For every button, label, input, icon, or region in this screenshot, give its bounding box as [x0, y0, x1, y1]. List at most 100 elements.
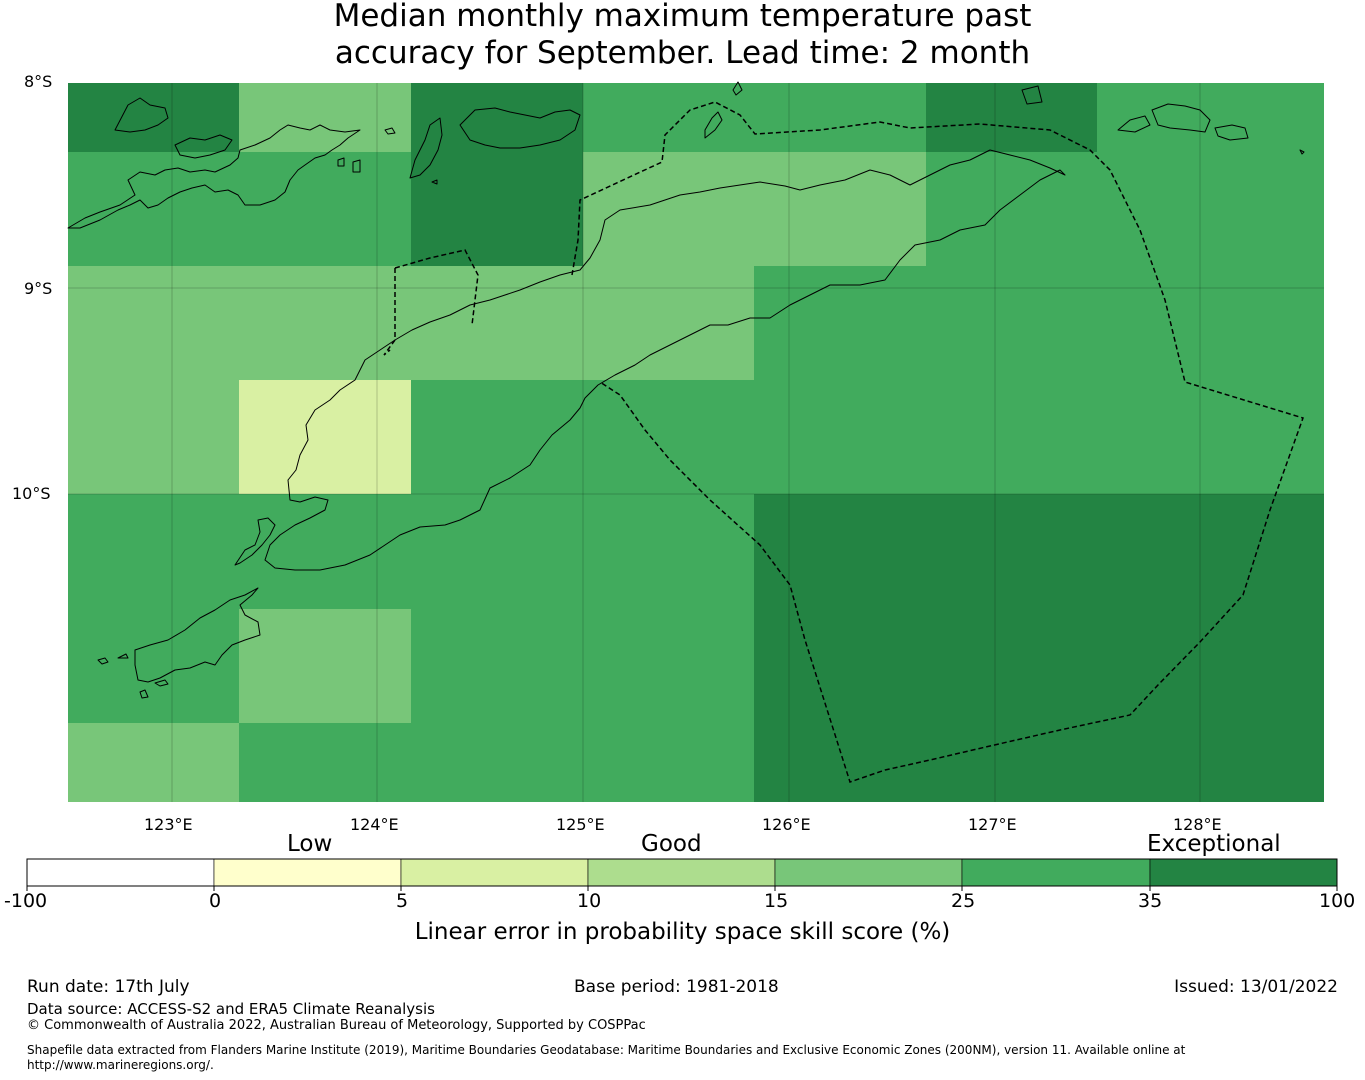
tick-label: -100: [4, 890, 48, 912]
category-low: Low: [287, 831, 333, 857]
grid-cell: [411, 494, 583, 609]
lon-label-124e: 124°E: [350, 815, 399, 834]
title-line-2: accuracy for September. Lead time: 2 mon…: [334, 35, 1031, 71]
grid-cell: [926, 152, 1097, 266]
lat-label-8s: 8°S: [24, 72, 53, 91]
data-source: Data source: ACCESS-S2 and ERA5 Climate …: [27, 1000, 435, 1018]
maritime-boundaries: [383, 101, 1304, 783]
grid-cell: [754, 266, 926, 380]
grid-cell: [239, 152, 411, 266]
grid-cell: [411, 723, 583, 802]
grid-cell: [68, 152, 239, 266]
grid-cell: [1097, 723, 1324, 802]
grid-cell: [411, 152, 583, 266]
grid-cell: [68, 83, 239, 152]
grid-cell: [754, 83, 926, 152]
grid-cell: [926, 494, 1097, 609]
title-line-1: Median monthly maximum temperature past: [333, 0, 1032, 34]
grid-cell: [754, 380, 926, 494]
grid-cell: [754, 723, 926, 802]
lon-label-127e: 127°E: [968, 815, 1017, 834]
tick-label: 25: [951, 890, 976, 912]
grid-cell: [583, 380, 754, 494]
grid-cell: [1097, 83, 1324, 152]
run-date: Run date: 17th July: [27, 977, 190, 997]
chart-title: Median monthly maximum temperature past …: [0, 0, 1365, 72]
grid-cell: [1097, 152, 1324, 266]
grid-cell: [68, 609, 239, 723]
lat-label-10s: 10°S: [12, 484, 51, 503]
grid-cell: [1097, 380, 1324, 494]
grid-cell: [926, 723, 1097, 802]
grid-cell: [68, 380, 239, 494]
grid-cell: [583, 266, 754, 380]
colorbar-swatch: [400, 858, 589, 887]
tick-label: 100: [1319, 890, 1356, 912]
grid-cell: [583, 723, 754, 802]
grid-cell: [411, 609, 583, 723]
colorbar-title: Linear error in probability space skill …: [414, 919, 951, 945]
tick-label: 0: [209, 890, 222, 912]
shapefile-credit-line-2: http://www.marineregions.org/.: [27, 1058, 214, 1072]
colorbar-swatch: [26, 858, 215, 887]
coastline-flores: [67, 124, 361, 229]
grid-cell: [68, 266, 239, 380]
grid-cell: [1097, 494, 1324, 609]
grid-cell: [754, 609, 926, 723]
grid-cell: [754, 494, 926, 609]
coastline-roti: [234, 517, 276, 566]
grid-cell: [1097, 266, 1324, 380]
tick-label: 10: [577, 890, 602, 912]
tick-label: 35: [1138, 890, 1163, 912]
grid-cell: [411, 380, 583, 494]
category-exceptional: Exceptional: [1147, 831, 1281, 857]
grid-cell: [926, 609, 1097, 723]
grid-cell: [411, 83, 583, 152]
coastline-timor: [264, 149, 1066, 571]
grid-cell: [239, 380, 411, 494]
skill-grid: [68, 83, 1324, 802]
eez-north: [571, 101, 1304, 783]
base-period: Base period: 1981-2018: [574, 977, 779, 997]
tick-label: 15: [764, 890, 789, 912]
grid-cell: [583, 609, 754, 723]
grid-cell: [926, 83, 1097, 152]
tick-label: 5: [396, 890, 409, 912]
colorbar-swatch: [1149, 858, 1338, 887]
grid-cell: [583, 83, 754, 152]
coastlines: [67, 81, 1305, 699]
shapefile-credit-line-1: Shapefile data extracted from Flanders M…: [27, 1043, 1186, 1057]
grid-cell: [411, 266, 583, 380]
grid-cell: [1097, 609, 1324, 723]
grid-cell: [926, 380, 1097, 494]
colorbar-border: [26, 858, 1338, 887]
grid-cell: [68, 723, 239, 802]
grid-cell: [583, 152, 754, 266]
lon-label-125e: 125°E: [556, 815, 605, 834]
lon-label-128e: 128°E: [1173, 815, 1222, 834]
issued-date: Issued: 13/01/2022: [1174, 977, 1338, 997]
coastline-sumba: [134, 587, 261, 683]
eez-oecusse: [383, 268, 396, 356]
grid-cell: [926, 266, 1097, 380]
colorbar: [26, 858, 1338, 891]
copyright: © Commonwealth of Australia 2022, Austra…: [27, 1018, 646, 1033]
grid-cell: [754, 152, 926, 266]
grid-cell: [239, 609, 411, 723]
grid-cell: [583, 494, 754, 609]
graticule: [68, 83, 1324, 802]
colorbar-swatch: [587, 858, 776, 887]
lon-label-126e: 126°E: [762, 815, 811, 834]
colorbar-swatch: [213, 858, 402, 887]
colorbar-swatch: [774, 858, 963, 887]
lat-label-9s: 9°S: [24, 279, 53, 298]
grid-cell: [239, 266, 411, 380]
category-good: Good: [641, 831, 702, 857]
grid-cell: [68, 494, 239, 609]
grid-cell: [239, 494, 411, 609]
colorbar-swatch: [961, 858, 1151, 887]
grid-cell: [239, 723, 411, 802]
lon-label-123e: 123°E: [144, 815, 193, 834]
grid-cell: [239, 83, 411, 152]
